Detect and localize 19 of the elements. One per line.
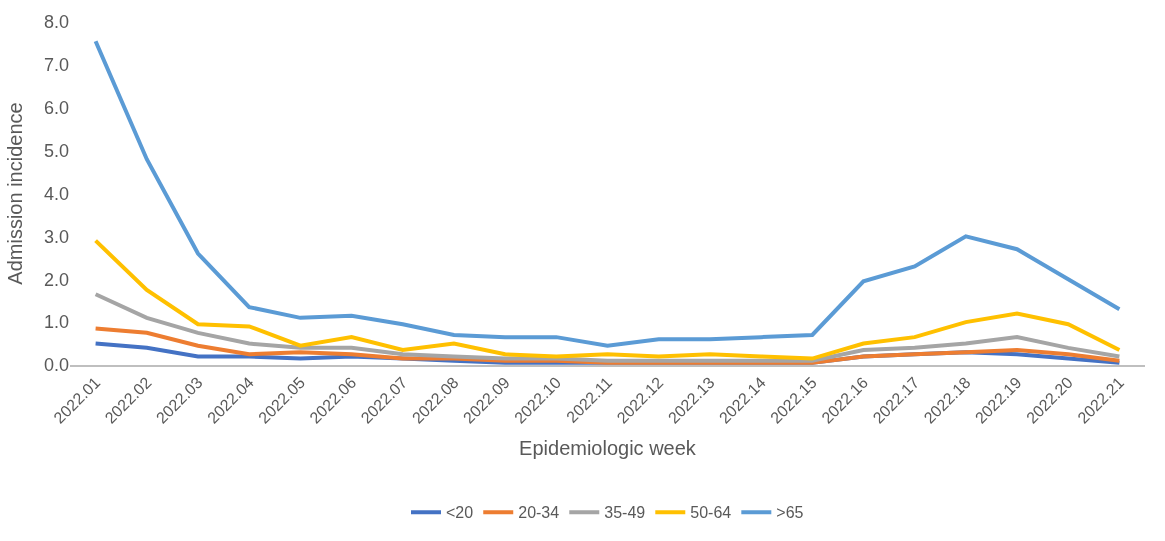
y-tick-label: 5.0 <box>43 140 69 161</box>
line-series <box>93 292 1122 363</box>
legend-label: >65 <box>776 504 804 522</box>
x-axis-title: Epidemiologic week <box>519 436 697 459</box>
line-series <box>93 238 1122 361</box>
y-tick-label: 2.0 <box>43 269 69 290</box>
y-tick-label: 8.0 <box>43 12 69 33</box>
y-tick-label: 4.0 <box>43 183 69 204</box>
y-tick-label: 7.0 <box>43 55 69 76</box>
y-tick-label: 3.0 <box>43 226 69 247</box>
line-series <box>93 39 1122 348</box>
legend-label: <20 <box>446 504 474 522</box>
legend-label: 50-64 <box>690 504 732 522</box>
legend-label: 20-34 <box>518 504 560 522</box>
y-tick-label: 0.0 <box>43 355 69 376</box>
y-tick-label: 1.0 <box>43 312 69 333</box>
y-axis-title: Admission incidence <box>4 102 27 285</box>
legend-label: 35-49 <box>604 504 646 522</box>
y-tick-label: 6.0 <box>43 98 69 119</box>
